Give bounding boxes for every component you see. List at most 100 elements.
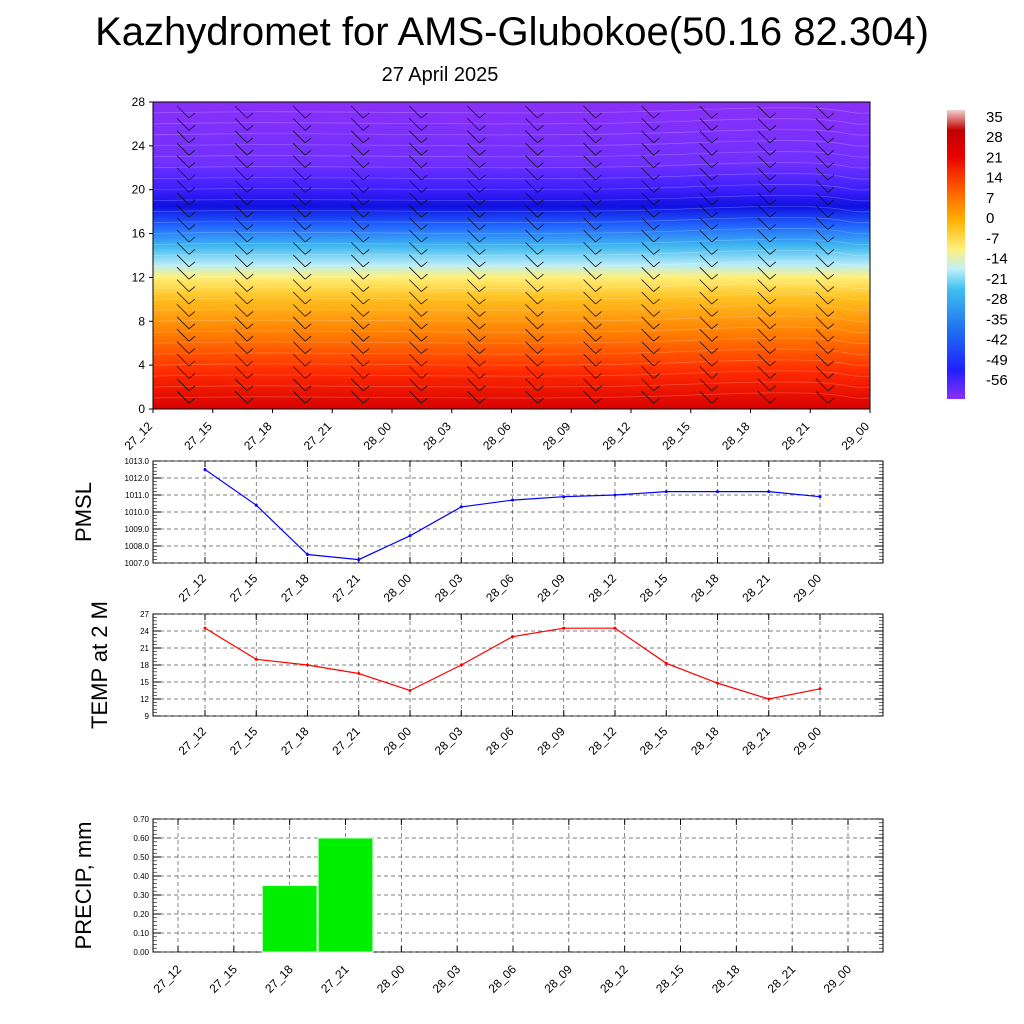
wind-barb (641, 229, 660, 243)
wind-barb (292, 167, 312, 181)
wind-barb (525, 118, 544, 131)
wind-barb (699, 118, 719, 131)
contour-line (152, 359, 871, 366)
wind-barb (234, 353, 254, 367)
wind-barb (525, 217, 544, 230)
wind-barb (583, 279, 602, 292)
wind-barb (583, 155, 602, 168)
contour-line (152, 118, 871, 125)
wind-barb (699, 316, 719, 330)
wind-barb (525, 341, 544, 354)
wind-barb (699, 353, 719, 367)
heatmap-y-tick-label: 24 (132, 139, 146, 153)
precip-bar (261, 885, 318, 953)
wind-barb (525, 279, 544, 292)
wind-barb (409, 304, 428, 317)
wind-barb (815, 204, 835, 218)
wind-barb (699, 192, 719, 206)
colorbar-label: 28 (986, 129, 1003, 146)
wind-barb (350, 118, 370, 131)
x-tick-label: 28_21 (765, 962, 799, 996)
wind-barb (234, 266, 254, 280)
x-tick-label: 27_21 (329, 571, 363, 605)
wind-barb (757, 242, 777, 255)
x-tick-label: 29_00 (791, 724, 825, 758)
wind-barb (699, 204, 719, 218)
wind-barb (525, 180, 544, 193)
wind-barb (234, 341, 254, 354)
colorbar-label: -42 (986, 332, 1008, 349)
wind-barb (757, 378, 777, 392)
wind-barb (757, 192, 777, 206)
wind-barb (641, 266, 660, 280)
y-tick-label: 0.10 (133, 929, 149, 938)
wind-barb (815, 242, 835, 255)
x-tick-label: 28_15 (637, 571, 671, 605)
contour-line (152, 304, 871, 311)
data-point (459, 505, 463, 509)
contour-line (152, 326, 871, 333)
wind-barb (409, 341, 428, 354)
wind-barb (525, 366, 544, 379)
wind-barb (815, 142, 835, 156)
wind-barb (525, 105, 544, 119)
wind-barb (641, 328, 660, 342)
wind-barb (350, 204, 370, 218)
wind-barb (292, 192, 312, 206)
wind-barb (467, 118, 486, 131)
wind-barb (641, 254, 660, 268)
colorbar-label: 0 (986, 210, 994, 227)
wind-barb (583, 167, 602, 181)
colorbar-label: -21 (986, 271, 1008, 288)
y-tick-label: 15 (140, 678, 149, 687)
wind-barb (583, 105, 602, 119)
y-tick-label: 1012.0 (125, 474, 150, 483)
data-point (254, 657, 258, 661)
wind-barb (815, 291, 835, 305)
wind-barb (525, 353, 544, 367)
wind-barb (409, 180, 428, 193)
colorbar-label: -35 (986, 311, 1008, 328)
wind-barb (467, 353, 486, 367)
wind-barb (292, 130, 312, 144)
data-point (613, 626, 617, 630)
wind-barb (350, 180, 370, 193)
wind-barb (525, 291, 544, 305)
wind-barb (815, 279, 835, 292)
x-tick-label: 28_03 (432, 724, 466, 758)
colorbar-label: 7 (986, 190, 994, 207)
wind-barb (641, 341, 660, 354)
wind-barb (176, 142, 196, 156)
wind-barb (409, 316, 428, 330)
wind-barb (234, 192, 254, 206)
wind-barb (641, 291, 660, 305)
heatmap-y-tick-label: 4 (138, 358, 145, 372)
wind-barb (234, 118, 254, 131)
wind-barb (409, 328, 428, 342)
wind-barb (757, 266, 777, 280)
colorbar-label: -14 (986, 251, 1008, 268)
wind-barb (467, 204, 486, 218)
wind-barb (350, 254, 370, 268)
wind-barb (409, 142, 428, 156)
data-point (203, 468, 207, 471)
heatmap-x-tick-label: 27_18 (241, 419, 275, 453)
wind-barb (350, 192, 370, 206)
x-tick-label: 27_12 (176, 571, 210, 605)
x-tick-label: 28_06 (483, 724, 517, 758)
wind-barb (525, 378, 544, 392)
wind-barb (350, 142, 370, 156)
wind-barb (292, 204, 312, 218)
wind-barb (699, 142, 719, 156)
wind-barb (757, 142, 777, 156)
wind-barb (234, 328, 254, 342)
y-tick-label: 1011.0 (125, 491, 149, 500)
wind-barb (234, 390, 254, 404)
wind-barb (583, 304, 602, 317)
wind-barb (583, 254, 602, 268)
contour-line (152, 249, 871, 257)
wind-barb (757, 291, 777, 305)
wind-barb (467, 254, 486, 268)
x-tick-label: 28_15 (653, 962, 687, 996)
wind-barb (525, 242, 544, 255)
